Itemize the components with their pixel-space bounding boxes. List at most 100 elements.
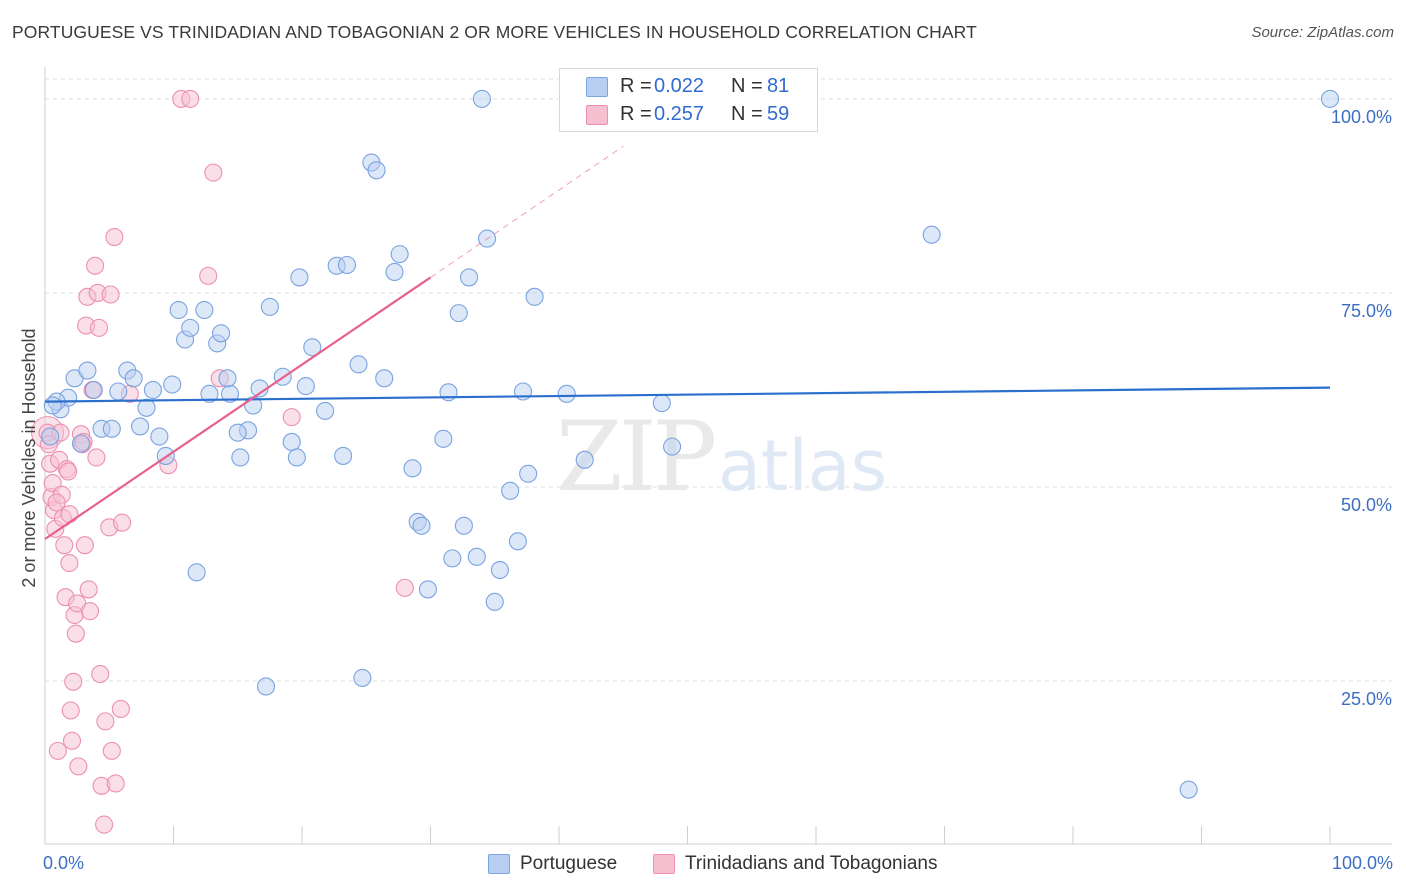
source-label: Source: ZipAtlas.com [1251, 24, 1394, 41]
portuguese-point [467, 547, 486, 566]
portuguese-point [575, 450, 594, 469]
portuguese-point [652, 394, 671, 413]
portuguese-point [434, 429, 453, 448]
portuguese-point [218, 369, 237, 388]
portuguese-point [454, 516, 473, 535]
portuguese-point [1179, 780, 1198, 799]
trinidadian-point [199, 266, 218, 285]
trinidadian-points [31, 89, 414, 834]
portuguese-point [282, 432, 301, 452]
trinidadian-point [87, 448, 106, 467]
portuguese-point [256, 677, 276, 696]
portuguese-point [200, 384, 219, 403]
portuguese-point [390, 245, 409, 264]
y-tick-label: 75.0% [1341, 301, 1392, 321]
trinidadian-point [106, 774, 125, 793]
trinidadian-point [105, 228, 124, 247]
portuguese-point [519, 464, 538, 483]
legend-r-label: R = [620, 103, 652, 125]
portuguese-point [211, 324, 231, 343]
portuguese-point [102, 419, 121, 438]
portuguese-point [287, 448, 306, 467]
watermark-atlas: atlas [718, 425, 887, 507]
trinidadian-point [47, 493, 66, 512]
trinidadian-point [282, 408, 301, 427]
trinidadian-point [55, 536, 74, 555]
portuguese-point [349, 355, 368, 374]
portuguese-point [231, 448, 250, 467]
portuguese-point [412, 516, 431, 535]
legend-n-label: N = [731, 103, 763, 125]
trinidadian-point [181, 89, 200, 108]
portuguese-point [228, 423, 247, 442]
legend-r-value: 0.257 [654, 103, 705, 125]
portuguese-point [260, 297, 279, 316]
portuguese-point [922, 225, 941, 244]
gridlines [45, 78, 1392, 682]
legend-swatch-blue [488, 854, 510, 874]
y-tick-label: 50.0% [1341, 495, 1392, 515]
portuguese-point [508, 532, 527, 551]
trinidadian-point [79, 580, 98, 599]
portuguese-point [290, 268, 309, 287]
portuguese-point [150, 427, 169, 446]
trinidadian-point [61, 701, 80, 720]
legend-r-value: 0.022 [654, 75, 705, 97]
legend-r-label: R = [620, 75, 652, 97]
y-tick-label: 100.0% [1331, 107, 1392, 127]
portuguese-point [169, 300, 188, 320]
legend-label-trinidadian: Trinidadians and Tobagonians [685, 853, 938, 874]
portuguese-point [1320, 89, 1340, 108]
portuguese-point [43, 396, 62, 415]
portuguese-point [385, 262, 404, 282]
portuguese-point [443, 549, 462, 568]
trinidadian-point [91, 664, 110, 684]
trinidadian-point [102, 741, 121, 760]
trinidadian-point [59, 462, 78, 481]
portuguese-point [303, 338, 322, 357]
portuguese-points [41, 89, 1340, 799]
portuguese-point [195, 300, 214, 320]
portuguese-point [41, 427, 60, 446]
portuguese-point [375, 369, 394, 388]
trinidadian-point [111, 699, 130, 719]
portuguese-point [490, 560, 509, 580]
portuguese-point [124, 369, 143, 388]
legend-swatch-pink [653, 854, 675, 874]
portuguese-point [334, 446, 353, 465]
stats-legend: R = 0.022 N = 81 R = 0.257 N = 59 [559, 68, 818, 132]
trinidadian-point [89, 318, 109, 337]
legend-n-value: 59 [767, 103, 790, 125]
trinidadian-point [66, 624, 85, 643]
trinidadian-trend-line [44, 276, 432, 540]
trinidadian-point [69, 757, 88, 776]
x-tick-label-max: 100.0% [1332, 853, 1393, 873]
legend-row-trinidadian: R = 0.257 N = 59 [560, 101, 817, 129]
tick-labels: 25.0% 50.0% 75.0% 100.0% 0.0% 100.0% [43, 107, 1393, 873]
portuguese-point [187, 563, 206, 582]
trinidadian-point [60, 553, 79, 573]
portuguese-point [525, 287, 544, 306]
legend-label-portuguese: Portuguese [520, 853, 618, 874]
portuguese-point [163, 375, 182, 394]
portuguese-point [367, 161, 386, 180]
portuguese-point [78, 361, 97, 380]
legend-n-value: 81 [767, 75, 790, 97]
portuguese-point [316, 401, 335, 420]
trinidadian-point [96, 712, 115, 731]
trinidadian-point [395, 578, 414, 597]
y-axis-label: 2 or more Vehicles in Household [19, 328, 39, 587]
portuguese-point [131, 417, 150, 436]
legend-row-portuguese: R = 0.022 N = 81 [560, 73, 817, 101]
portuguese-point [459, 268, 479, 287]
trinidadian-point [48, 741, 67, 760]
portuguese-point [403, 459, 422, 478]
trinidadian-point [204, 163, 223, 182]
axes [44, 67, 1392, 845]
trinidadian-point [86, 256, 105, 275]
portuguese-point [84, 380, 103, 400]
legend-swatch-pink [586, 105, 608, 125]
trinidadian-point [64, 672, 83, 691]
portuguese-point [137, 398, 156, 417]
